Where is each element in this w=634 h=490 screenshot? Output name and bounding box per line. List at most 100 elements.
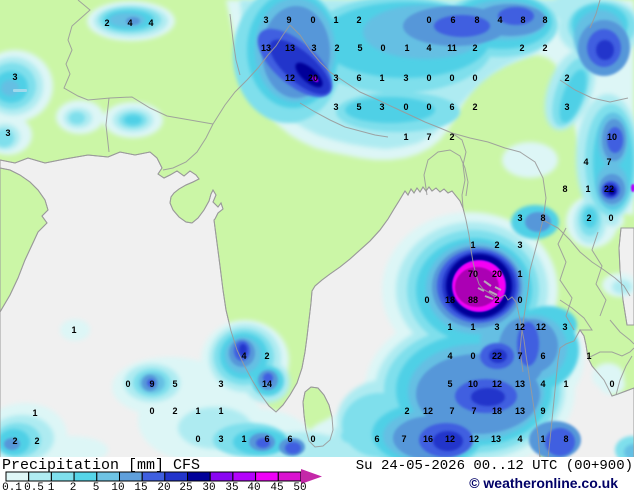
svg-text:14: 14	[262, 379, 272, 389]
svg-text:9: 9	[540, 406, 545, 416]
svg-text:8: 8	[520, 15, 525, 25]
svg-text:3: 3	[333, 102, 338, 112]
svg-text:3: 3	[5, 128, 10, 138]
svg-text:1: 1	[470, 322, 475, 332]
svg-text:0: 0	[517, 295, 522, 305]
svg-text:4: 4	[426, 43, 431, 53]
svg-text:0: 0	[310, 434, 315, 444]
svg-text:Precipitation [mm] CFS: Precipitation [mm] CFS	[2, 457, 200, 474]
svg-text:3: 3	[517, 213, 522, 223]
svg-text:7: 7	[426, 132, 431, 142]
svg-text:2: 2	[494, 295, 499, 305]
svg-text:1: 1	[517, 269, 522, 279]
svg-text:1: 1	[71, 325, 76, 335]
svg-text:5: 5	[93, 482, 100, 490]
svg-text:0: 0	[472, 73, 477, 83]
svg-text:13: 13	[515, 379, 525, 389]
svg-text:0: 0	[195, 434, 200, 444]
svg-text:1: 1	[241, 434, 246, 444]
svg-text:3: 3	[379, 102, 384, 112]
svg-text:2: 2	[404, 406, 409, 416]
svg-text:4: 4	[127, 18, 132, 28]
svg-text:2: 2	[564, 73, 569, 83]
svg-text:3: 3	[562, 322, 567, 332]
svg-text:18: 18	[445, 295, 455, 305]
svg-text:4: 4	[497, 15, 502, 25]
svg-text:3: 3	[12, 72, 17, 82]
svg-text:9: 9	[149, 379, 154, 389]
svg-text:4: 4	[583, 157, 588, 167]
svg-text:3: 3	[494, 322, 499, 332]
svg-text:35: 35	[225, 482, 238, 490]
svg-text:2: 2	[264, 351, 269, 361]
svg-text:2: 2	[519, 43, 524, 53]
svg-text:4: 4	[447, 351, 452, 361]
svg-text:4: 4	[540, 379, 545, 389]
svg-text:0: 0	[125, 379, 130, 389]
svg-text:7: 7	[471, 406, 476, 416]
svg-text:2: 2	[542, 43, 547, 53]
svg-text:25: 25	[179, 482, 192, 490]
svg-text:2: 2	[34, 436, 39, 446]
svg-text:0: 0	[609, 379, 614, 389]
svg-text:5: 5	[447, 379, 452, 389]
svg-text:7: 7	[517, 351, 522, 361]
svg-text:2: 2	[172, 406, 177, 416]
svg-text:0.1: 0.1	[2, 482, 22, 490]
svg-text:2: 2	[356, 15, 361, 25]
svg-text:2: 2	[104, 18, 109, 28]
svg-text:13: 13	[285, 43, 295, 53]
svg-text:12: 12	[285, 73, 295, 83]
svg-text:6: 6	[264, 434, 269, 444]
svg-text:8: 8	[562, 184, 567, 194]
svg-text:3: 3	[517, 240, 522, 250]
svg-text:8: 8	[563, 434, 568, 444]
svg-text:10: 10	[607, 132, 617, 142]
svg-text:12: 12	[423, 406, 433, 416]
svg-text:30: 30	[202, 482, 215, 490]
svg-text:3: 3	[333, 73, 338, 83]
svg-text:2: 2	[472, 102, 477, 112]
svg-text:4: 4	[517, 434, 522, 444]
svg-text:8: 8	[474, 15, 479, 25]
svg-text:22: 22	[492, 351, 502, 361]
svg-text:0: 0	[403, 102, 408, 112]
svg-text:15: 15	[134, 482, 147, 490]
svg-text:5: 5	[357, 43, 362, 53]
svg-text:2: 2	[586, 213, 591, 223]
svg-text:0.5: 0.5	[24, 482, 44, 490]
svg-text:10: 10	[111, 482, 124, 490]
svg-text:10: 10	[468, 379, 478, 389]
svg-text:0: 0	[380, 43, 385, 53]
svg-text:8: 8	[540, 213, 545, 223]
svg-text:4: 4	[241, 351, 246, 361]
svg-text:13: 13	[261, 43, 271, 53]
svg-text:1: 1	[540, 434, 545, 444]
svg-text:0: 0	[426, 73, 431, 83]
svg-text:5: 5	[172, 379, 177, 389]
svg-text:1: 1	[32, 408, 37, 418]
svg-text:45: 45	[270, 482, 283, 490]
svg-text:20: 20	[157, 482, 170, 490]
svg-text:1: 1	[379, 73, 384, 83]
svg-text:6: 6	[356, 73, 361, 83]
svg-text:11: 11	[447, 43, 457, 53]
svg-text:0: 0	[608, 213, 613, 223]
svg-text:1: 1	[333, 15, 338, 25]
svg-text:3: 3	[218, 379, 223, 389]
svg-text:70: 70	[468, 269, 478, 279]
svg-text:8: 8	[542, 15, 547, 25]
svg-text:3: 3	[403, 73, 408, 83]
svg-text:18: 18	[492, 406, 502, 416]
svg-text:1: 1	[195, 406, 200, 416]
svg-text:0: 0	[426, 102, 431, 112]
svg-text:1: 1	[563, 379, 568, 389]
svg-text:2: 2	[494, 240, 499, 250]
svg-text:9: 9	[286, 15, 291, 25]
svg-text:3: 3	[263, 15, 268, 25]
svg-text:0: 0	[470, 351, 475, 361]
svg-text:1: 1	[586, 351, 591, 361]
svg-text:6: 6	[450, 15, 455, 25]
svg-text:20: 20	[308, 73, 318, 83]
svg-text:4: 4	[148, 18, 153, 28]
